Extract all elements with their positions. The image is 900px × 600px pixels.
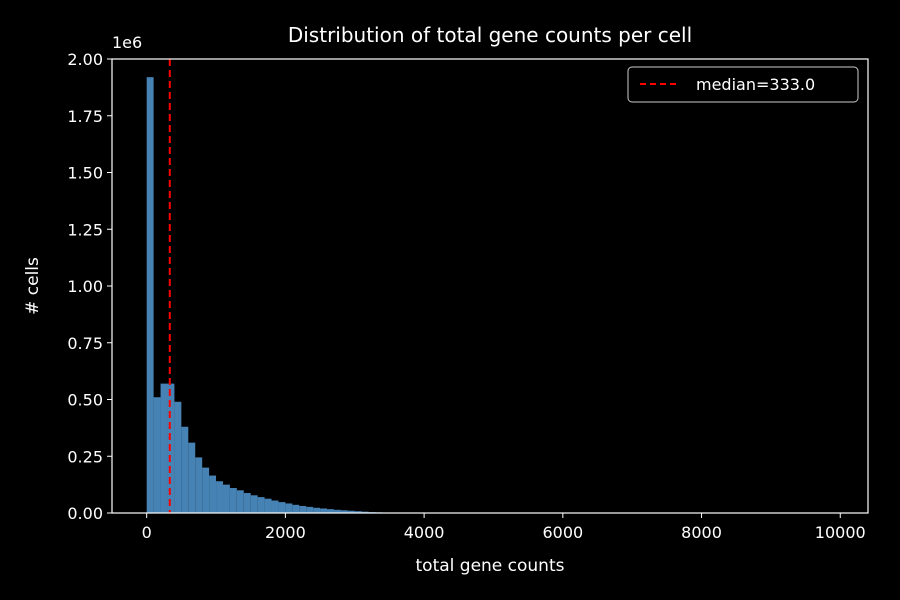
y-tick-label-2: 0.50 (67, 391, 103, 410)
histogram-bar-12 (229, 488, 237, 513)
histogram-bar-28 (340, 510, 348, 513)
histogram-bar-23 (306, 506, 314, 513)
y-tick-label-6: 1.50 (67, 164, 103, 183)
histogram-bar-15 (250, 495, 258, 513)
y-tick-label-1: 0.25 (67, 447, 103, 466)
histogram-bar-3 (167, 383, 175, 513)
x-axis-label: total gene counts (416, 556, 565, 576)
histogram-bar-20 (285, 503, 293, 513)
histogram-bar-8 (202, 467, 210, 513)
histogram-bar-21 (292, 504, 300, 513)
histogram-bar-26 (327, 509, 334, 513)
histogram-bar-14 (243, 493, 251, 513)
y-axis-label: # cells (23, 257, 43, 315)
histogram-bar-11 (222, 484, 230, 514)
y-tick-label-8: 2.00 (67, 50, 103, 69)
histogram-bar-18 (271, 500, 279, 513)
y-axis-ticks: 0.00 0.25 0.50 0.75 1.00 1.25 1.50 1.75 2.00 (67, 50, 112, 523)
histogram-bar-10 (216, 481, 223, 513)
histogram-bar-16 (257, 497, 265, 513)
histogram-bar-31 (361, 511, 369, 513)
histogram-bar-22 (299, 505, 307, 513)
histogram-bar-9 (209, 475, 217, 513)
histogram-bar-6 (188, 442, 196, 513)
histogram-bar-24 (313, 507, 321, 513)
y-tick-label-5: 1.25 (67, 220, 103, 239)
histogram-bar-4 (174, 401, 182, 513)
histogram-bar-0 (146, 77, 154, 513)
x-tick-label-3: 6000 (542, 523, 583, 542)
y-scale-offset-label: 1e6 (112, 33, 142, 52)
histogram-bar-1 (153, 397, 161, 513)
histogram-bar-17 (264, 498, 272, 513)
histogram-bar-7 (195, 457, 203, 513)
legend: median=333.0 (627, 66, 859, 103)
histogram-bar-13 (236, 490, 244, 513)
histogram-bar-19 (278, 502, 286, 513)
x-axis-ticks: 0 2000 4000 6000 8000 10000 (142, 513, 866, 542)
histogram-bar-30 (354, 511, 362, 513)
x-tick-label-2: 4000 (404, 523, 445, 542)
y-tick-label-4: 1.00 (67, 277, 103, 296)
legend-box (627, 66, 859, 103)
x-tick-label-5: 10000 (815, 523, 866, 542)
histogram-bar-27 (333, 509, 341, 513)
histogram-bar-2 (160, 383, 168, 513)
y-tick-label-3: 0.75 (67, 334, 103, 353)
x-tick-label-4: 8000 (681, 523, 722, 542)
histogram-bar-25 (320, 508, 328, 513)
x-tick-label-0: 0 (142, 523, 152, 542)
x-tick-label-1: 2000 (265, 523, 306, 542)
chart-title: Distribution of total gene counts per ce… (288, 23, 692, 47)
histogram-bar-5 (181, 426, 189, 513)
y-tick-label-7: 1.75 (67, 107, 103, 126)
histogram-bar-29 (347, 510, 355, 513)
y-tick-label-0: 0.00 (67, 504, 103, 523)
legend-median-label: median=333.0 (696, 75, 815, 94)
histogram-bars (146, 77, 425, 514)
